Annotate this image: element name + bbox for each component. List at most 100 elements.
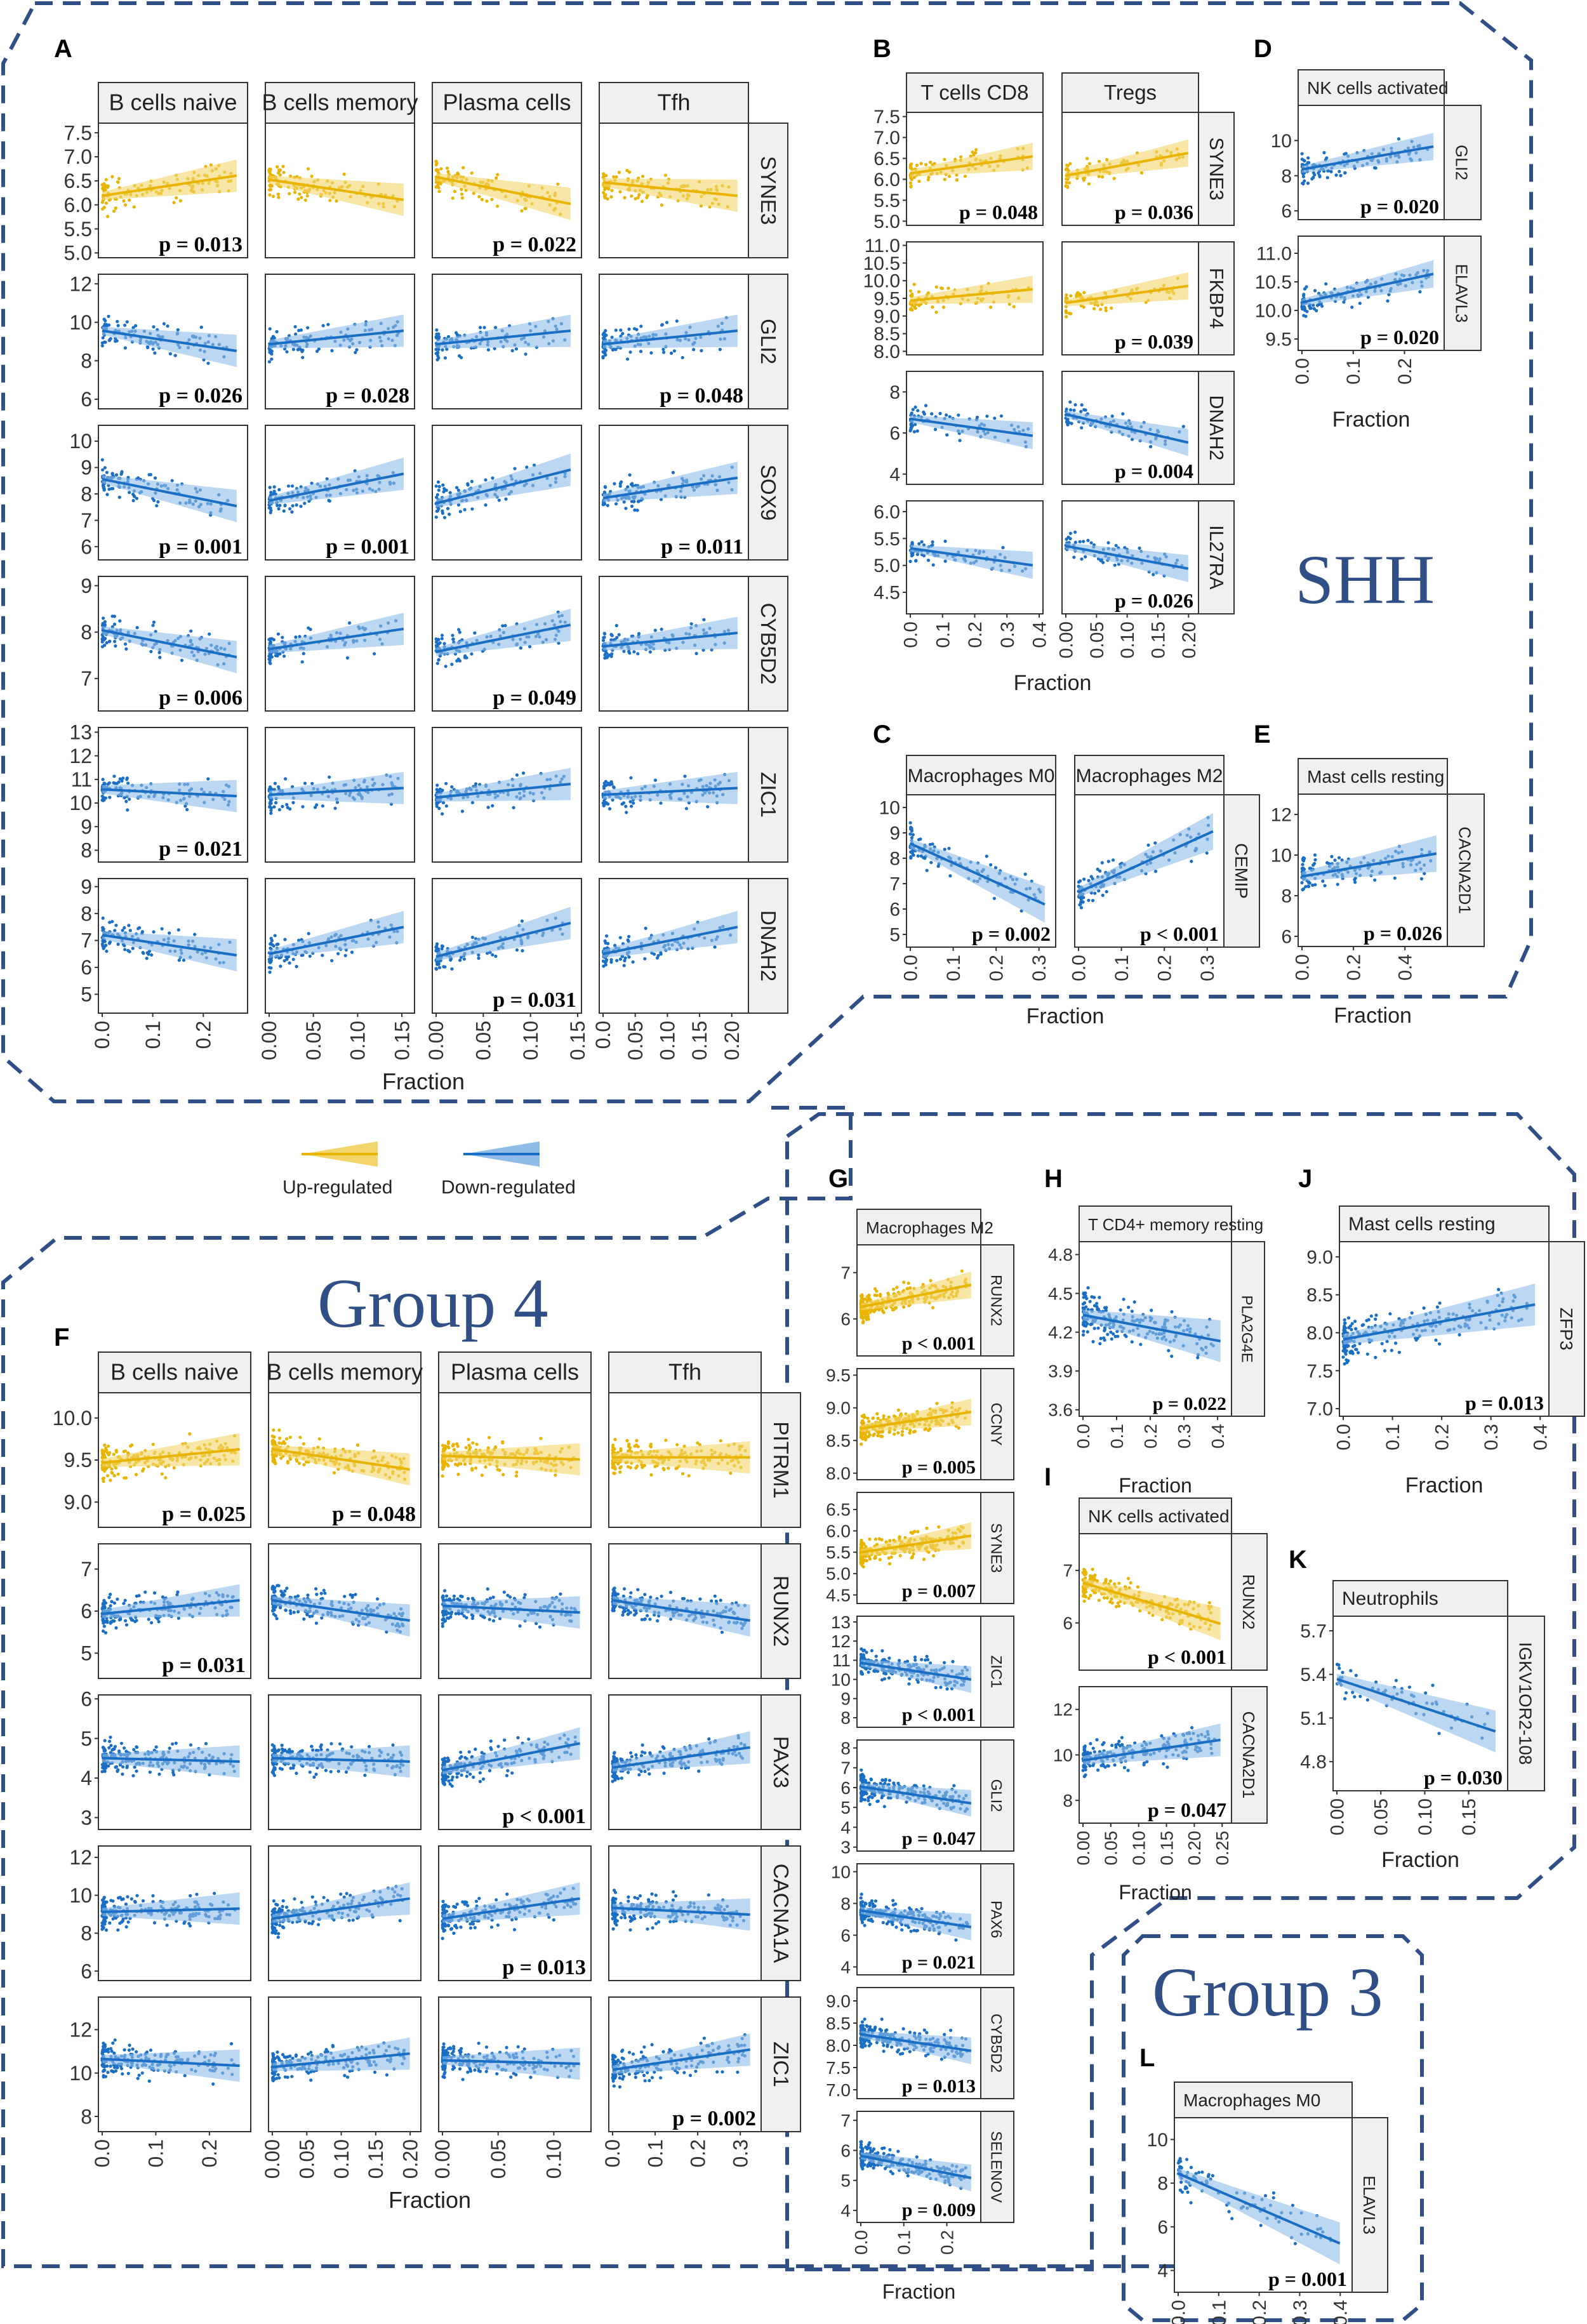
data-point bbox=[620, 480, 623, 484]
data-point bbox=[113, 929, 117, 933]
legend: Up-regulated Down-regulated bbox=[282, 1141, 576, 1198]
y-tick-label: 6.5 bbox=[873, 149, 900, 169]
data-point bbox=[603, 653, 607, 657]
data-point bbox=[614, 328, 618, 332]
data-point bbox=[601, 336, 606, 340]
data-point bbox=[441, 812, 444, 816]
data-point bbox=[641, 175, 645, 178]
data-point bbox=[625, 811, 628, 814]
data-point bbox=[457, 628, 461, 632]
y-tick-label: 7.5 bbox=[64, 121, 92, 144]
data-point bbox=[931, 563, 935, 567]
data-point bbox=[620, 802, 624, 806]
data-point bbox=[434, 159, 438, 163]
facet-cell: p = 0.039 bbox=[1061, 241, 1199, 355]
x-tick-label: 0.05 bbox=[302, 1021, 325, 1060]
y-tick-label: 6.0 bbox=[873, 501, 900, 522]
data-point bbox=[102, 1451, 105, 1456]
data-point bbox=[299, 505, 303, 508]
data-point bbox=[442, 515, 447, 519]
data-point bbox=[660, 627, 663, 631]
data-point bbox=[521, 949, 524, 953]
data-point bbox=[1121, 412, 1125, 416]
data-point bbox=[116, 180, 120, 184]
gene-strip-label: SYNE3 bbox=[1205, 137, 1226, 201]
data-point bbox=[1313, 289, 1317, 293]
data-point bbox=[909, 850, 913, 854]
data-point bbox=[486, 806, 490, 809]
data-point bbox=[659, 498, 663, 501]
data-point bbox=[629, 776, 633, 780]
facet-strip-label: B cells memory bbox=[267, 1359, 423, 1385]
y-tick-label: 5.0 bbox=[64, 242, 92, 265]
x-axis-title: Fraction bbox=[382, 1068, 465, 1094]
data-point bbox=[145, 957, 149, 960]
data-point bbox=[1072, 555, 1076, 559]
data-point bbox=[632, 801, 635, 805]
x-tick-label: 0.05 bbox=[472, 1021, 495, 1060]
data-point bbox=[1106, 541, 1110, 545]
y-tick-label: 12 bbox=[69, 745, 92, 767]
data-point bbox=[470, 800, 475, 804]
data-point bbox=[123, 323, 127, 327]
data-point bbox=[524, 352, 528, 356]
regression-line bbox=[269, 472, 404, 502]
group3-frame bbox=[1122, 1934, 1424, 2322]
data-point bbox=[917, 180, 921, 183]
data-point bbox=[936, 865, 940, 868]
data-point bbox=[625, 1438, 629, 1442]
gene-strip-label: SOX9 bbox=[756, 465, 780, 521]
data-point bbox=[458, 510, 462, 514]
data-point bbox=[519, 646, 523, 650]
group4-frame-right bbox=[785, 1112, 1576, 2271]
data-point bbox=[601, 355, 605, 359]
data-point bbox=[268, 641, 272, 645]
data-point bbox=[515, 773, 519, 777]
data-point bbox=[168, 931, 171, 935]
data-point bbox=[149, 649, 153, 653]
data-point bbox=[461, 166, 465, 169]
p-value-label: p = 0.020 bbox=[1360, 326, 1439, 349]
data-point bbox=[480, 1473, 484, 1477]
data-point bbox=[102, 486, 105, 490]
data-point bbox=[604, 353, 608, 357]
panel-A: AB cells naive B cells memory Plasma cells… bbox=[54, 35, 788, 1094]
data-point bbox=[435, 962, 439, 966]
data-point bbox=[1300, 880, 1304, 885]
data-point bbox=[488, 1436, 491, 1440]
data-point bbox=[943, 157, 946, 161]
p-value-label: p = 0.001 bbox=[326, 535, 409, 559]
data-point bbox=[272, 638, 276, 642]
data-point bbox=[123, 1449, 127, 1453]
data-point bbox=[107, 338, 111, 342]
data-point bbox=[503, 623, 507, 628]
data-point bbox=[675, 1443, 679, 1447]
data-point bbox=[1098, 159, 1101, 163]
data-point bbox=[435, 509, 440, 513]
data-point bbox=[947, 846, 951, 851]
data-point bbox=[269, 936, 273, 940]
regression-line bbox=[269, 329, 404, 346]
data-point bbox=[1080, 426, 1084, 430]
data-point bbox=[271, 194, 276, 198]
data-point bbox=[1313, 858, 1317, 862]
data-point bbox=[298, 1435, 302, 1439]
panel-letter-F: F bbox=[54, 1324, 69, 1351]
x-tick-label: 0.1 bbox=[1112, 955, 1132, 981]
data-point bbox=[328, 199, 332, 203]
gene-strip-label: ELAVL3 bbox=[1452, 264, 1470, 323]
data-point bbox=[269, 800, 272, 804]
data-point bbox=[278, 1437, 282, 1440]
data-point bbox=[110, 920, 114, 924]
data-point bbox=[985, 854, 988, 858]
data-point bbox=[126, 808, 129, 812]
data-point bbox=[627, 934, 631, 938]
facet-strip-label: Macrophages M0 bbox=[908, 766, 1055, 787]
data-point bbox=[118, 619, 122, 623]
gene-strip-label: GLI2 bbox=[756, 319, 780, 364]
data-point bbox=[625, 357, 630, 361]
data-point bbox=[446, 507, 450, 510]
data-point bbox=[1153, 870, 1158, 873]
data-point bbox=[288, 961, 291, 965]
data-point bbox=[450, 662, 454, 667]
